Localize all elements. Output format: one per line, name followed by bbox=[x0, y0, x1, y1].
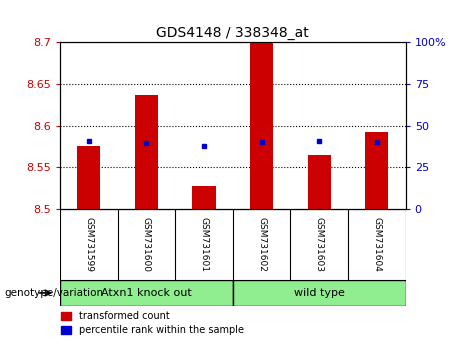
Text: wild type: wild type bbox=[294, 288, 345, 298]
Text: GSM731600: GSM731600 bbox=[142, 217, 151, 272]
Text: genotype/variation: genotype/variation bbox=[5, 288, 104, 298]
Text: GSM731599: GSM731599 bbox=[84, 217, 93, 272]
Text: GSM731604: GSM731604 bbox=[372, 217, 381, 272]
Legend: transformed count, percentile rank within the sample: transformed count, percentile rank withi… bbox=[61, 311, 244, 335]
Bar bbox=[193, 187, 216, 209]
Bar bbox=[233, 280, 406, 306]
Text: GSM731602: GSM731602 bbox=[257, 217, 266, 272]
Bar bbox=[308, 155, 331, 209]
Text: GSM731603: GSM731603 bbox=[315, 217, 324, 272]
Title: GDS4148 / 338348_at: GDS4148 / 338348_at bbox=[156, 26, 309, 40]
Bar bbox=[135, 95, 158, 209]
Text: Atxn1 knock out: Atxn1 knock out bbox=[101, 288, 192, 298]
Bar bbox=[60, 280, 233, 306]
Text: GSM731601: GSM731601 bbox=[200, 217, 208, 272]
Bar bbox=[365, 132, 388, 209]
Bar bbox=[250, 42, 273, 209]
Bar bbox=[77, 147, 100, 209]
